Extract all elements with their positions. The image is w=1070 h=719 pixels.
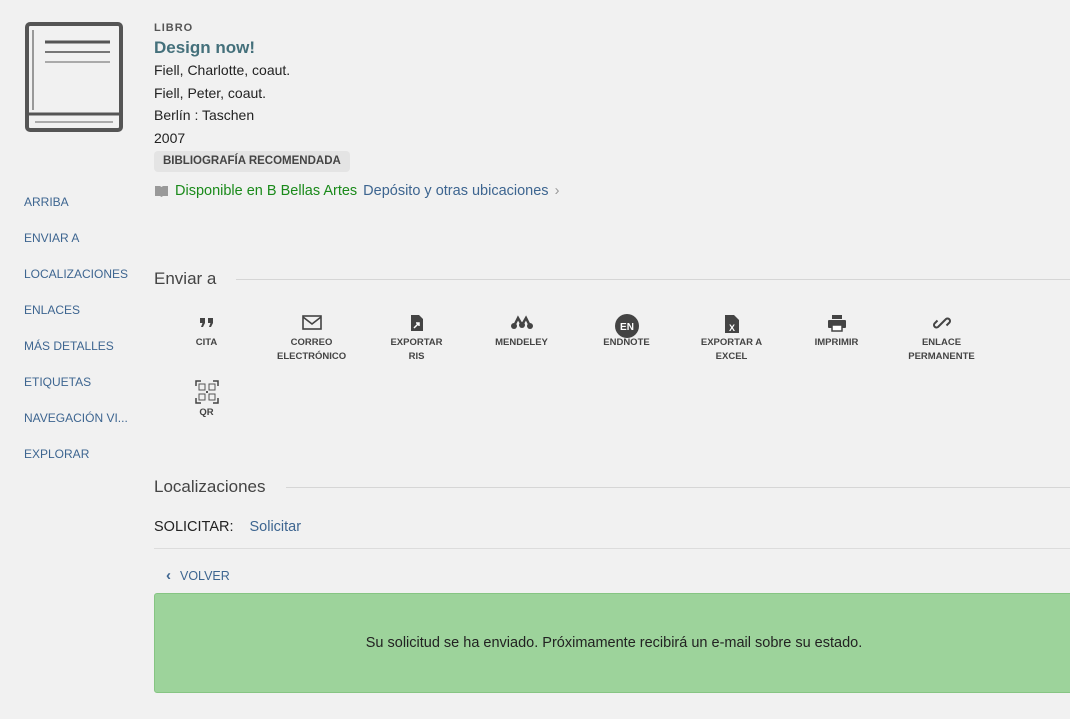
mendeley-icon <box>469 314 574 336</box>
author-1: Fiell, Charlotte, coaut. <box>154 62 291 78</box>
request-link[interactable]: Solicitar <box>249 519 302 535</box>
year: 2007 <box>154 130 186 146</box>
printer-icon <box>784 314 889 336</box>
sidebar-item[interactable]: EXPLORAR <box>24 447 90 461</box>
send-to-section-heading: Enviar a <box>154 269 1070 289</box>
action-label: ENLACE PERMANENTE <box>908 337 975 362</box>
send-to-exportar-ris-button[interactable]: EXPORTAR RIS <box>364 314 469 364</box>
sidebar-item[interactable]: ENLACES <box>24 303 81 317</box>
sidebar-item[interactable]: ARRIBA <box>24 195 69 209</box>
locations-heading: Localizaciones <box>154 477 266 496</box>
send-to-cita-button[interactable]: CITA <box>154 314 259 350</box>
publisher: Berlín : Taschen <box>154 107 255 123</box>
action-label: CORREO ELECTRÓNICO <box>277 337 347 362</box>
chevron-right-icon: › <box>554 183 560 199</box>
action-label: EXPORTAR RIS <box>390 337 443 362</box>
record-title[interactable]: Design now! <box>154 38 256 57</box>
back-label: VOLVER <box>180 568 230 583</box>
action-label: IMPRIMIR <box>814 337 859 348</box>
send-to-mendeley-button[interactable]: MENDELEY <box>469 314 574 350</box>
availability-link[interactable]: Disponible en B Bellas Artes Depósito y … <box>154 183 559 199</box>
divider <box>154 548 1070 549</box>
request-label: SOLICITAR: <box>154 519 234 535</box>
request-row: SOLICITAR: Solicitar <box>154 519 301 535</box>
success-text: Su solicitud se ha enviado. Próximamente… <box>365 635 863 651</box>
send-to-endnote-button[interactable]: EN ENDNOTE <box>574 314 679 350</box>
sublocation: Depósito y otras ubicaciones <box>363 183 549 199</box>
sidebar-item[interactable]: LOCALIZACIONES <box>24 267 129 281</box>
send-to-imprimir-button[interactable]: IMPRIMIR <box>784 314 889 350</box>
sidebar-item[interactable]: NAVEGACIÓN VI... <box>24 411 128 425</box>
book-open-icon <box>155 186 168 197</box>
quote-icon <box>154 314 259 336</box>
action-label: QR <box>199 407 214 418</box>
file-export-icon <box>364 314 469 336</box>
recommended-badge: BIBLIOGRAFÍA RECOMENDADA <box>154 151 350 172</box>
action-label: MENDELEY <box>495 337 548 348</box>
back-button[interactable]: ‹ VOLVER <box>166 567 230 584</box>
send-to-correo-electrónico-button[interactable]: CORREO ELECTRÓNICO <box>259 314 364 364</box>
send-to-enlace-permanente-button[interactable]: ENLACE PERMANENTE <box>889 314 994 364</box>
availability-status: Disponible en <box>175 183 263 199</box>
locations-section-heading: Localizaciones <box>154 477 1070 497</box>
qr-code-icon <box>154 380 259 406</box>
send-to-heading: Enviar a <box>154 269 217 288</box>
svg-text:X: X <box>728 323 734 333</box>
mail-icon <box>259 314 364 336</box>
author-2: Fiell, Peter, coaut. <box>154 85 267 101</box>
sidebar-item[interactable]: ENVIAR A <box>24 231 80 245</box>
send-to-exportar-a-excel-button[interactable]: X EXPORTAR A EXCEL <box>679 314 784 364</box>
success-message: Su solicitud se ha enviado. Próximamente… <box>154 593 1070 693</box>
sidebar-item[interactable]: ETIQUETAS <box>24 375 92 389</box>
availability-location: B Bellas Artes <box>266 183 358 199</box>
endnote-icon: EN <box>574 314 679 338</box>
record-type: LIBRO <box>154 22 194 34</box>
send-to-qr-button[interactable]: QR <box>154 380 259 420</box>
excel-file-icon: X <box>679 314 784 336</box>
chevron-left-icon: ‹ <box>166 567 171 584</box>
sidebar-item[interactable]: MÁS DETALLES <box>24 339 114 353</box>
book-cover-icon <box>25 22 123 132</box>
action-label: CITA <box>195 337 218 348</box>
link-icon <box>889 314 994 336</box>
action-label: ENDNOTE <box>603 337 650 348</box>
action-label: EXPORTAR A EXCEL <box>700 337 763 362</box>
svg-text:EN: EN <box>620 322 634 333</box>
